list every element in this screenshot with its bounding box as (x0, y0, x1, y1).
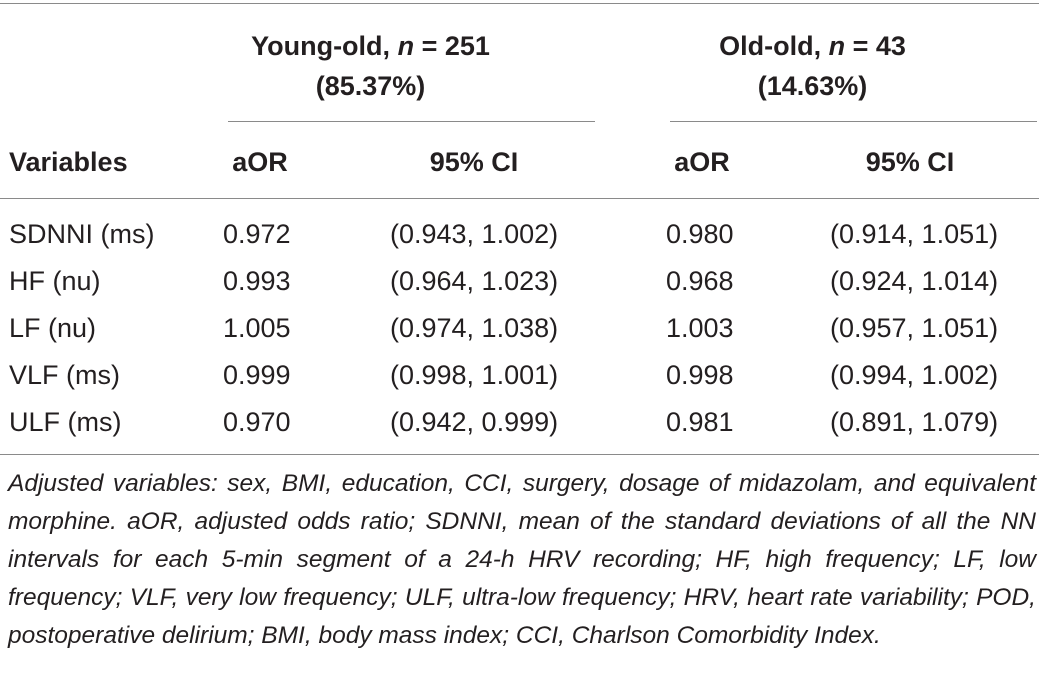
footer-rule (0, 454, 1039, 455)
cell-aor-old: 0.968 (666, 266, 734, 296)
cell-ci-old: (0.891, 1.079) (830, 407, 999, 437)
cell-variable: HF (nu) (9, 266, 101, 296)
cell-ci-old: (0.957, 1.051) (830, 313, 999, 343)
header-rule (0, 198, 1039, 199)
cell-variable: LF (nu) (9, 313, 97, 343)
group-header-old-old: Old-old, n = 43 (14.63%) (670, 26, 955, 106)
group-rule-old-old (670, 121, 1037, 122)
cell-variable: ULF (ms) (9, 407, 122, 437)
group-header-young-old: Young-old, n = 251 (85.37%) (228, 26, 513, 106)
column-header-aor-old: aOR (674, 147, 730, 177)
cell-variable: SDNNI (ms) (9, 219, 155, 249)
cell-ci-old: (0.924, 1.014) (830, 266, 999, 296)
cell-ci-young: (0.998, 1.001) (390, 360, 559, 390)
cell-aor-young: 0.972 (223, 219, 291, 249)
cell-ci-young: (0.964, 1.023) (390, 266, 559, 296)
cell-aor-old: 0.980 (666, 219, 734, 249)
column-header-ci-old: 95% CI (865, 147, 955, 177)
cell-variable: VLF (ms) (9, 360, 120, 390)
cell-ci-young: (0.942, 0.999) (390, 407, 559, 437)
table-row: SDNNI (ms) 0.972 (0.943, 1.002) 0.980 (0… (0, 211, 1039, 258)
table-row: VLF (ms) 0.999 (0.998, 1.001) 0.998 (0.9… (0, 352, 1039, 399)
table-row: LF (nu) 1.005 (0.974, 1.038) 1.003 (0.95… (0, 305, 1039, 352)
cell-ci-young: (0.974, 1.038) (390, 313, 559, 343)
group-header-percent: (14.63%) (757, 71, 868, 101)
cell-aor-young: 0.993 (223, 266, 291, 296)
cell-aor-old: 1.003 (666, 313, 734, 343)
group-header-percent: (85.37%) (315, 71, 426, 101)
cell-aor-old: 0.998 (666, 360, 734, 390)
table-row: HF (nu) 0.993 (0.964, 1.023) 0.968 (0.92… (0, 258, 1039, 305)
table-footnote: Adjusted variables: sex, BMI, education,… (8, 470, 1036, 649)
table-row: ULF (ms) 0.970 (0.942, 0.999) 0.981 (0.8… (0, 399, 1039, 446)
group-rule-young-old (228, 121, 595, 122)
group-header-line: Old-old, n = 43 (719, 31, 906, 61)
cell-aor-young: 1.005 (223, 313, 291, 343)
column-header-variables: Variables (9, 147, 128, 177)
cell-ci-old: (0.914, 1.051) (830, 219, 999, 249)
column-header-ci-young: 95% CI (429, 147, 519, 177)
cell-aor-old: 0.981 (666, 407, 734, 437)
top-rule (0, 3, 1039, 4)
cell-aor-young: 0.970 (223, 407, 291, 437)
cell-ci-old: (0.994, 1.002) (830, 360, 999, 390)
column-header-aor-young: aOR (232, 147, 288, 177)
cell-aor-young: 0.999 (223, 360, 291, 390)
cell-ci-young: (0.943, 1.002) (390, 219, 559, 249)
group-header-line: Young-old, n = 251 (251, 31, 490, 61)
